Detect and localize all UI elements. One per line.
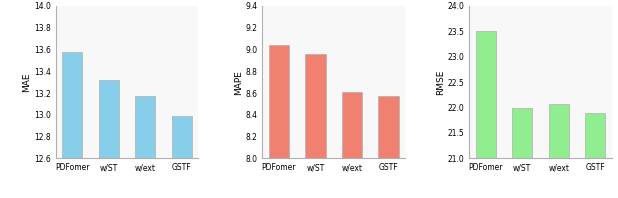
Bar xyxy=(305,54,326,158)
Bar xyxy=(172,116,192,158)
Bar xyxy=(99,80,119,158)
Y-axis label: MAE: MAE xyxy=(22,72,31,92)
Bar xyxy=(269,45,289,158)
Bar xyxy=(378,96,399,158)
Bar xyxy=(342,92,362,158)
Bar xyxy=(476,31,496,158)
Y-axis label: RMSE: RMSE xyxy=(436,69,445,95)
Bar xyxy=(585,113,606,158)
Bar xyxy=(135,96,155,158)
Bar xyxy=(549,104,569,158)
Bar xyxy=(62,52,82,158)
Y-axis label: MAPE: MAPE xyxy=(234,70,243,95)
Bar xyxy=(512,108,532,158)
